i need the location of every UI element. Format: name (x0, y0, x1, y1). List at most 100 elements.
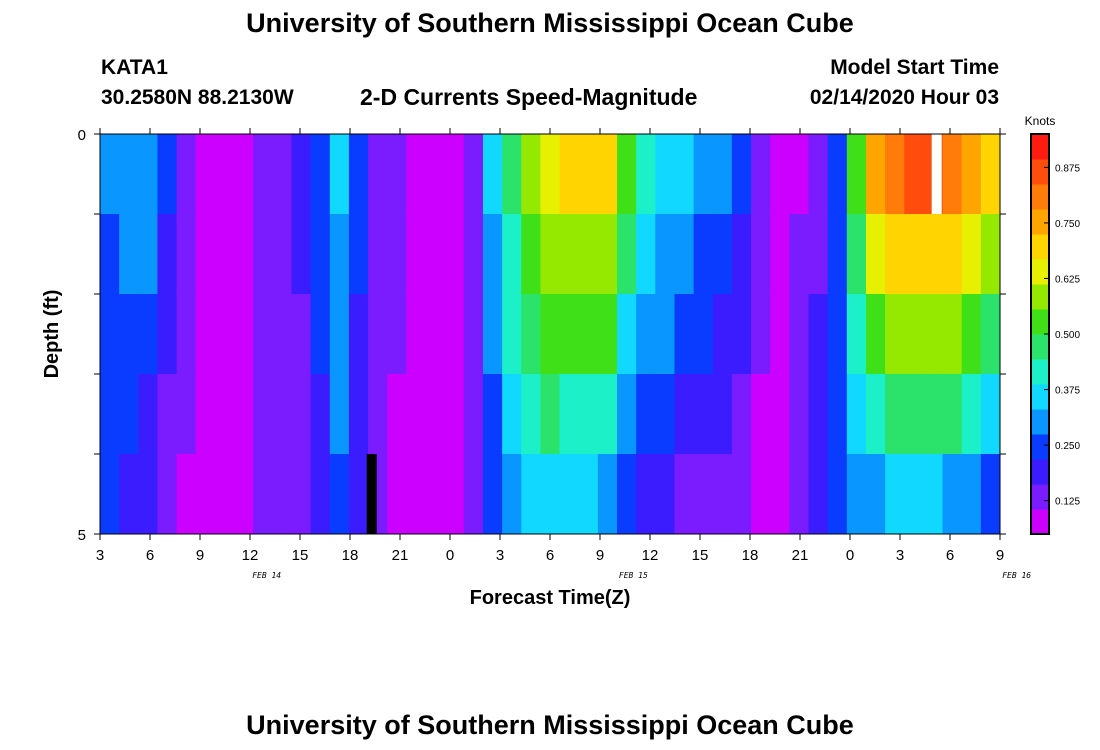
heatmap-cell (463, 454, 484, 534)
heatmap-cell (617, 454, 637, 534)
y-axis-label: Depth (ft) (41, 290, 63, 379)
heatmap-cell (119, 374, 139, 455)
heatmap-cell (482, 134, 503, 215)
station-coordinates: 30.2580N 88.2130W (101, 86, 294, 109)
heatmap-cell (942, 454, 963, 534)
heatmap-cell (827, 134, 848, 215)
heatmap-cell (425, 134, 446, 215)
missing-data-marker (366, 454, 377, 534)
colorbar-tick-label: 0.875 (1055, 163, 1080, 174)
heatmap-markers (366, 134, 942, 534)
heatmap-cell (368, 294, 388, 375)
heatmap-cell (904, 454, 925, 534)
y-tick-label: 0 (78, 127, 86, 144)
heatmap-cell (846, 294, 867, 375)
heatmap-cell (272, 374, 293, 455)
heatmap-cell (119, 214, 139, 295)
x-tick-label: 18 (742, 547, 759, 564)
heatmap-cell (885, 134, 905, 215)
heatmap-cell (348, 454, 369, 534)
colorbar-tick-label: 0.750 (1055, 219, 1080, 230)
heatmap-cell (444, 134, 465, 215)
colorbar-segment (1031, 459, 1049, 485)
heatmap-cell (157, 374, 178, 455)
heatmap-cell (176, 134, 197, 215)
heatmap-cell (693, 454, 714, 534)
heatmap-cell (195, 214, 216, 295)
heatmap-cell (808, 374, 829, 455)
heatmap-cell (176, 214, 197, 295)
heatmap-cell (980, 374, 1000, 455)
heatmap-cell (387, 294, 407, 375)
x-tick-label: 9 (596, 547, 604, 564)
heatmap-cell (214, 214, 235, 295)
x-tick-label: 0 (446, 547, 454, 564)
heatmap-cell (827, 454, 848, 534)
heatmap-cell (329, 374, 350, 455)
heatmap-cell (444, 214, 465, 295)
footer-title: University of Southern Mississippi Ocean… (246, 710, 854, 740)
heatmap-cell (789, 134, 810, 215)
heatmap-cell (310, 454, 331, 534)
heatmap-cell (348, 294, 369, 375)
heatmap-cell (119, 294, 139, 375)
heatmap-cell (559, 454, 580, 534)
x-axis-label: Forecast Time(Z) (470, 587, 631, 609)
heatmap-cell (904, 134, 925, 215)
heatmap-cell (789, 454, 810, 534)
heatmap-cell (482, 454, 503, 534)
heatmap-cell (425, 454, 446, 534)
heatmap-cell (234, 374, 254, 455)
colorbar-segment (1031, 359, 1049, 385)
heatmap-cell (923, 374, 944, 455)
heatmap-cell (636, 454, 656, 534)
heatmap-cell (808, 214, 829, 295)
heatmap-cell (961, 214, 982, 295)
heatmap-cell (100, 454, 120, 534)
heatmap-cell (885, 294, 905, 375)
colorbar-tick-label: 0.375 (1055, 386, 1080, 397)
heatmap-cell (904, 294, 925, 375)
heatmap-cell (578, 294, 599, 375)
heatmap-cell (961, 294, 982, 375)
heatmap-cell (617, 374, 637, 455)
heatmap-cell (712, 214, 733, 295)
heatmap-cell (387, 134, 407, 215)
heatmap-cell (521, 374, 542, 455)
heatmap-cell (942, 294, 963, 375)
heatmap-cell (291, 134, 312, 215)
heatmap-cell (138, 294, 159, 375)
heatmap-cell (444, 454, 465, 534)
x-tick-label: 15 (292, 547, 309, 564)
heatmap-cell (138, 454, 159, 534)
x-tick-label: 3 (96, 547, 104, 564)
x-tick-label: 18 (342, 547, 359, 564)
heatmap-cell (578, 134, 599, 215)
heatmap-cell (751, 374, 771, 455)
heatmap-cell (980, 214, 1000, 295)
heatmap-cell (712, 294, 733, 375)
heatmap-cell (961, 454, 982, 534)
heatmap-cell (712, 454, 733, 534)
heatmap-cell (980, 134, 1000, 215)
heatmap-cell (291, 374, 312, 455)
heatmap-cell (904, 374, 925, 455)
heatmap-cell (846, 134, 867, 215)
heatmap-cell (961, 374, 982, 455)
heatmap-cell (540, 454, 561, 534)
heatmap-cell (387, 214, 407, 295)
heatmap-cell (253, 454, 273, 534)
heatmap-cell (655, 454, 676, 534)
heatmap-cell (253, 374, 273, 455)
heatmap-cell (540, 214, 561, 295)
heatmap-cell (636, 134, 656, 215)
heatmap-cell (291, 214, 312, 295)
heatmap-cell (923, 454, 944, 534)
heatmap-cell (406, 454, 427, 534)
heatmap-cell (463, 294, 484, 375)
heatmap-cell (789, 214, 810, 295)
model-start-time: 02/14/2020 Hour 03 (809, 86, 999, 109)
x-tick-label: 6 (146, 547, 154, 564)
heatmap-cell (693, 134, 714, 215)
heatmap-cell (827, 374, 848, 455)
